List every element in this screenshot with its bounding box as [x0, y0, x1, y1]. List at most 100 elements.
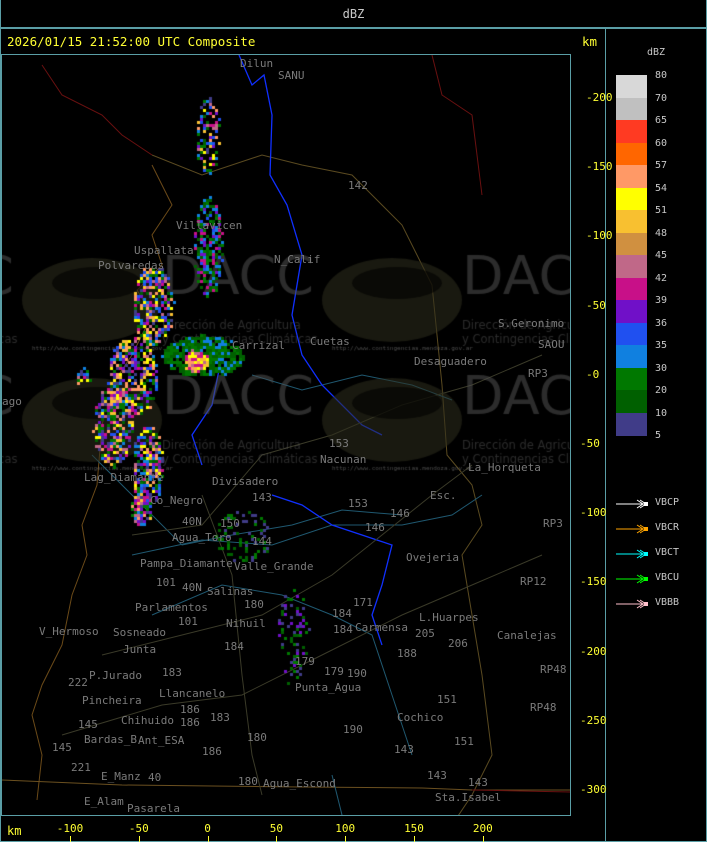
- place-label: V_Hermoso: [39, 625, 99, 638]
- y-tick-label: -50: [580, 437, 600, 450]
- radar-name: VBCP: [655, 497, 680, 508]
- place-label: Villavicen: [176, 219, 243, 232]
- place-label: Ovejeria: [406, 551, 459, 564]
- place-label: RP3: [543, 517, 563, 530]
- y-tick-label: -150: [586, 160, 613, 174]
- radar-echoes: [2, 55, 570, 815]
- place-label: RP48: [530, 701, 557, 714]
- legend-label: 20: [655, 385, 668, 396]
- top-bar: dBZ: [0, 0, 707, 29]
- y-tick-label: -200: [580, 644, 607, 658]
- place-label: Cochico: [397, 711, 444, 724]
- place-label: Chihuido: [121, 714, 174, 727]
- y-tick-label: -50: [586, 298, 606, 312]
- place-label: 180: [244, 598, 264, 611]
- place-label: 183: [162, 666, 182, 679]
- place-label: ago: [2, 395, 22, 408]
- place-label: N_Calif: [274, 253, 321, 266]
- legend-swatch: [616, 412, 647, 436]
- place-label: Llancanelo: [159, 687, 226, 700]
- y-tick-label: -150: [580, 575, 607, 589]
- legend-swatch: [616, 75, 647, 98]
- place-label: Sta.Isabel: [435, 791, 502, 804]
- y-tick-label: -250: [580, 713, 607, 727]
- place-label: Nihuil: [226, 617, 266, 630]
- x-tick-label: 100: [335, 822, 356, 835]
- place-label: 144: [252, 535, 272, 548]
- place-label: RP12: [520, 575, 547, 588]
- arrow-icon: [616, 524, 648, 534]
- x-tick-label: 50: [269, 822, 284, 835]
- place-label: Valle_Grande: [234, 560, 314, 573]
- place-label: 186: [202, 745, 222, 758]
- legend-label: 60: [655, 137, 668, 149]
- legend-swatch: [616, 322, 647, 346]
- x-tick-mark: [482, 836, 484, 842]
- legend-swatch: [616, 97, 647, 121]
- place-label: Canalejas: [497, 629, 557, 642]
- place-label: 150: [220, 517, 240, 530]
- place-label: 186: [180, 716, 200, 729]
- radar-name: VBCT: [655, 547, 680, 558]
- legend-label: 10: [655, 407, 668, 419]
- legend-label: 42: [655, 272, 668, 284]
- place-label: 146: [365, 521, 385, 534]
- place-label: L.Huarpes: [419, 611, 479, 624]
- radar-name: VBCR: [655, 522, 680, 533]
- place-label: 179: [324, 665, 344, 678]
- radar-map[interactable]: Dilun SANU Villavicen Uspallata Polvaredas N_…: [1, 54, 571, 816]
- x-tick-label: 150: [404, 822, 424, 835]
- place-label: Agua_Toro: [172, 531, 232, 544]
- legend-swatch: [616, 255, 647, 278]
- place-label: 221: [71, 761, 91, 774]
- legend-label: 35: [655, 340, 668, 351]
- y-tick-label: -100: [580, 506, 607, 520]
- legend-label: 5: [655, 430, 662, 441]
- radar-legend-item: VBCU: [616, 572, 706, 585]
- product-title: 2026/01/15 21:52:00 UTC Composite: [7, 34, 256, 49]
- x-axis-unit: km: [7, 824, 22, 838]
- place-label: 186: [180, 703, 200, 716]
- place-label: Pampa_Diamante: [140, 557, 233, 570]
- place-label: 205: [415, 627, 435, 640]
- place-label: 190: [347, 667, 367, 680]
- place-label: 153: [348, 497, 368, 510]
- place-label: 206: [448, 637, 468, 650]
- place-label: 190: [343, 723, 363, 736]
- radar-legend-item: VBCP: [616, 497, 706, 510]
- legend-swatch: [616, 120, 647, 143]
- place-label: 188: [397, 647, 417, 660]
- place-label: 153: [329, 437, 349, 450]
- arrow-icon: [616, 599, 648, 609]
- legend-label: 30: [655, 362, 668, 374]
- legend-label: 80: [655, 70, 668, 81]
- place-label: E_Manz: [101, 770, 141, 783]
- place-label: Nacunan: [320, 453, 367, 466]
- place-label: Divisadero: [212, 475, 279, 488]
- place-label: Co_Negro: [150, 494, 203, 507]
- legend-swatch: [616, 142, 647, 166]
- place-label: 183: [210, 711, 230, 724]
- x-tick-mark: [414, 836, 415, 842]
- place-label: Salinas: [207, 585, 254, 598]
- place-label: RP3: [528, 367, 548, 380]
- place-label: Agua_Escond: [263, 777, 336, 790]
- place-label: E_Alam: [84, 795, 124, 808]
- place-label: Carrizal: [232, 339, 285, 352]
- place-label: 101: [178, 615, 198, 628]
- legend-swatch: [616, 300, 647, 323]
- x-tick-mark: [70, 836, 71, 842]
- x-tick-label: 0: [204, 822, 211, 835]
- x-tick-mark: [207, 836, 209, 842]
- legend-label: 51: [655, 205, 668, 216]
- place-label: 184: [332, 607, 352, 620]
- place-label: 40: [148, 771, 162, 784]
- radar-name: VBBB: [655, 597, 680, 608]
- legend-swatch: [616, 345, 647, 368]
- place-label: Cuetas: [310, 335, 350, 348]
- legend-label: 36: [655, 317, 668, 329]
- place-label: 145: [78, 718, 98, 731]
- place-label: 180: [238, 775, 258, 788]
- place-label: Esc.: [430, 489, 457, 502]
- place-label: La_Horqueta: [468, 461, 541, 474]
